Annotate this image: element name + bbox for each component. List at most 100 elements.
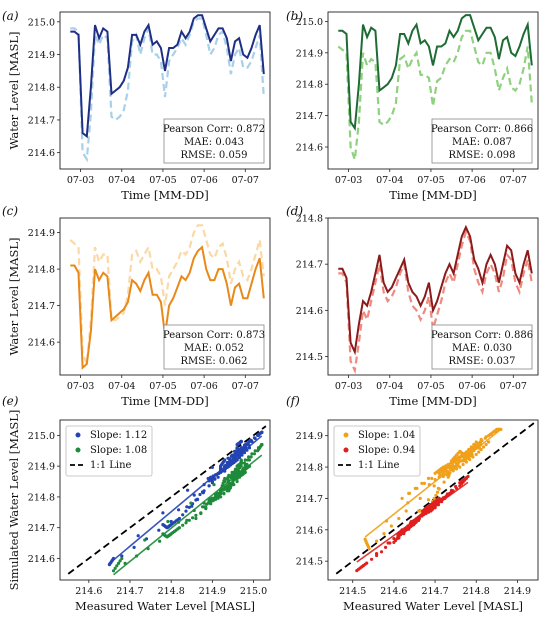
legend-marker: [343, 447, 349, 453]
x-tick-label: 07-03: [335, 381, 362, 392]
measured-line: [70, 245, 265, 370]
y-tick-label: 214.9: [28, 228, 55, 239]
stats-line: MAE: 0.030: [452, 343, 512, 354]
x-tick-label: 07-04: [376, 381, 403, 392]
x-tick-label: 214.6: [75, 586, 102, 597]
data-point: [403, 529, 407, 533]
data-point: [242, 461, 247, 465]
data-point: [204, 507, 208, 511]
data-point: [240, 461, 244, 465]
data-point: [233, 467, 237, 471]
data-point: [253, 449, 257, 453]
stats-line: MAE: 0.087: [452, 137, 512, 148]
data-point: [231, 479, 235, 484]
panel-a: 214.6 214.7 214.8 214.9 215.0 07-03 07-04 07-05…: [2, 9, 271, 202]
data-point: [382, 532, 386, 536]
panel-e: 214.6 214.7 214.8 214.9 215.0 214.6 214.7 214.8…: [2, 394, 271, 613]
x-tick-label: 214.6: [380, 586, 407, 597]
data-point: [177, 508, 181, 512]
data-point: [115, 564, 119, 568]
data-point: [479, 437, 483, 442]
x-tick-label: 07-04: [376, 175, 403, 186]
x-axis-label: Time [MM-DD]: [121, 394, 209, 408]
data-point: [192, 493, 196, 497]
y-tick-label: 214.9: [28, 462, 55, 473]
data-point: [407, 491, 411, 495]
stats-line: RMSE: 0.098: [448, 150, 515, 161]
data-point: [237, 455, 242, 460]
data-point: [237, 475, 242, 479]
data-point: [243, 443, 247, 447]
data-point: [370, 557, 374, 561]
y-tick-label: 214.8: [296, 214, 323, 225]
data-point: [482, 445, 486, 449]
x-tick-label: 214.7: [116, 586, 143, 597]
data-point: [397, 516, 401, 521]
data-point: [235, 479, 239, 484]
stats-line: MAE: 0.043: [184, 137, 244, 148]
data-point: [212, 483, 216, 487]
data-point: [166, 519, 170, 524]
data-point: [235, 446, 239, 450]
data-point: [184, 509, 188, 513]
data-point: [420, 481, 424, 485]
data-point: [185, 518, 189, 522]
series-group: [111, 443, 264, 573]
panel-label: (e): [2, 394, 19, 408]
simulated-line: [338, 228, 533, 375]
data-point: [418, 496, 422, 500]
data-point: [161, 511, 165, 515]
data-point: [199, 511, 203, 516]
data-point: [247, 455, 251, 459]
data-point: [375, 539, 379, 543]
data-point: [235, 443, 239, 447]
y-tick-label: 214.6: [28, 148, 55, 159]
stats-line: Pearson Corr: 0.872: [163, 124, 265, 135]
data-point: [111, 569, 116, 573]
data-point: [464, 460, 468, 464]
data-point: [367, 547, 371, 551]
data-point: [223, 487, 227, 491]
panel-label: (d): [286, 204, 303, 218]
data-point: [471, 455, 475, 459]
measured-line: [338, 14, 533, 132]
y-tick-label: 214.7: [28, 523, 55, 534]
data-point: [245, 462, 249, 466]
legend-label: 1:1 Line: [358, 460, 400, 471]
measured-line: [338, 224, 533, 356]
data-point: [143, 538, 147, 542]
data-point: [209, 500, 213, 504]
data-point: [241, 446, 245, 450]
y-tick-label: 215.0: [28, 17, 55, 28]
y-tick-label: 214.7: [296, 494, 323, 505]
y-tick-label: 214.9: [296, 48, 323, 59]
panel-b: 214.6 214.7 214.8 214.9 215.0 07-03 07-04 07-05…: [286, 9, 539, 202]
stats-line: Pearson Corr: 0.873: [163, 330, 265, 341]
plot-frame: [327, 11, 539, 170]
data-point: [116, 561, 121, 566]
data-point: [207, 484, 211, 488]
data-point: [405, 527, 409, 531]
data-point: [441, 465, 445, 469]
data-point: [228, 463, 233, 467]
y-tick-label: 214.9: [296, 431, 323, 442]
x-tick-label: 07-05: [149, 381, 176, 392]
y-tick-label: 214.7: [296, 111, 323, 122]
stats-line: RMSE: 0.037: [448, 356, 515, 367]
data-point: [226, 478, 230, 482]
data-point: [437, 487, 441, 491]
simulated-line: [337, 29, 533, 160]
data-point: [458, 481, 462, 485]
data-point: [243, 458, 247, 462]
data-point: [190, 504, 194, 508]
y-tick-label: 214.8: [296, 80, 323, 91]
simulated-line: [69, 224, 265, 365]
data-point: [484, 442, 488, 447]
data-point: [194, 513, 198, 518]
x-axis-label: Time [MM-DD]: [121, 188, 209, 202]
data-point: [201, 491, 205, 495]
stats-box: [163, 118, 265, 164]
stats-line: MAE: 0.052: [184, 343, 244, 354]
data-point: [379, 550, 384, 554]
